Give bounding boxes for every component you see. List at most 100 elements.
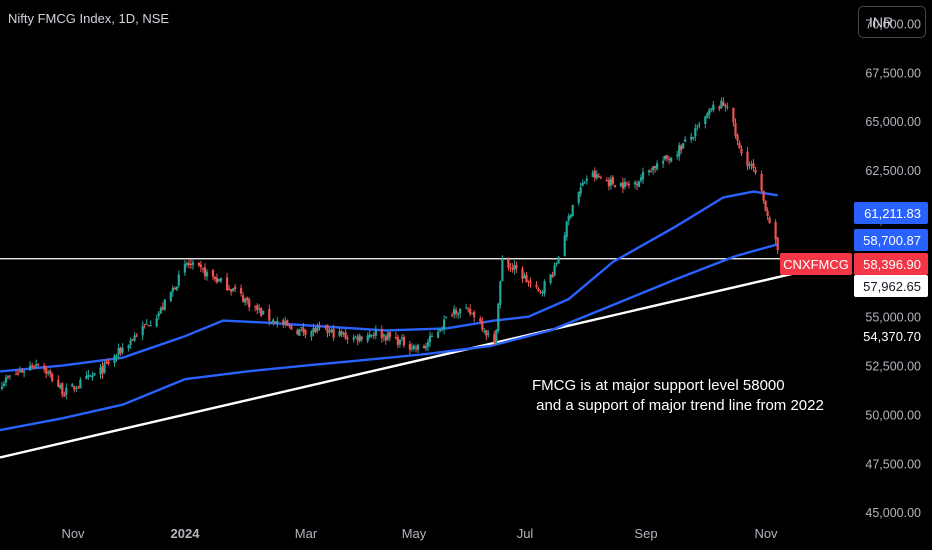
candle-body	[740, 148, 743, 154]
candle-body	[734, 123, 737, 136]
candle-body	[493, 334, 496, 343]
candle-body	[358, 335, 361, 342]
candle-body	[569, 214, 572, 218]
candle-body	[666, 155, 669, 159]
candle-body	[750, 164, 753, 166]
candle-body	[591, 172, 594, 178]
candle-body	[382, 334, 385, 337]
candle-body	[386, 333, 389, 340]
candle-body	[577, 192, 580, 204]
candle-body	[487, 333, 490, 335]
candle-body	[157, 313, 160, 317]
x-axis-tick-label: Sep	[634, 526, 657, 541]
candle-body	[103, 363, 106, 373]
candle-body	[416, 345, 420, 350]
trend-line[interactable]	[0, 258, 853, 459]
symbol-tag: CNXFMCG	[783, 257, 849, 272]
candle-body	[63, 394, 66, 397]
candle-body	[670, 157, 673, 162]
candle-body	[127, 345, 130, 349]
candle-body	[93, 373, 96, 376]
chart-annotation: FMCG is at major support level 58000 and…	[532, 376, 824, 416]
x-axis-tick-label: May	[402, 526, 427, 541]
candle-body	[105, 361, 108, 363]
candle-body	[91, 375, 94, 378]
candle-body	[324, 326, 327, 328]
candle-body	[147, 325, 150, 327]
y-axis-tick-label: 62,500.00	[865, 164, 921, 178]
candle-body	[712, 104, 715, 111]
candle-body	[45, 368, 48, 374]
chart-title: Nifty FMCG Index, 1D, NSE	[8, 11, 170, 26]
candle-body	[113, 355, 116, 364]
candle-body	[698, 124, 701, 126]
candle-body	[310, 331, 313, 337]
candle-body	[441, 327, 444, 329]
candle-body	[485, 330, 488, 336]
y-axis-tick-label: 47,500.00	[865, 457, 921, 471]
candle-body	[35, 364, 38, 367]
candle-body	[521, 268, 524, 279]
candle-body	[424, 346, 428, 349]
candle-body	[690, 136, 693, 140]
x-axis-tick-label: Nov	[754, 526, 778, 541]
annotation-line-1: FMCG is at major support level 58000	[532, 377, 785, 394]
candle-body	[680, 145, 683, 150]
candle-body	[360, 336, 363, 340]
candle-body	[117, 348, 120, 355]
candle-body	[65, 387, 68, 395]
candle-body	[579, 187, 582, 194]
candle-body	[613, 185, 616, 188]
candle-body	[635, 184, 639, 185]
candle-body	[141, 325, 144, 336]
candle-body	[609, 178, 612, 186]
candle-body	[481, 321, 484, 330]
candle-body	[774, 222, 777, 240]
candle-body	[230, 289, 233, 292]
candle-body	[410, 347, 413, 349]
candle-body	[662, 160, 665, 164]
candle-body	[718, 106, 721, 109]
candle-body	[173, 288, 176, 290]
candle-body	[439, 329, 442, 332]
candle-body	[422, 345, 426, 349]
candle-body	[51, 374, 54, 381]
candle-body	[501, 259, 504, 281]
candle-body	[766, 210, 769, 216]
candle-body	[654, 165, 657, 169]
candle-body	[304, 330, 307, 335]
candle-body	[412, 345, 415, 349]
candle-body	[217, 279, 221, 281]
candle-body	[262, 310, 265, 315]
candle-body	[479, 318, 482, 322]
price-label: 58,396.90	[863, 257, 921, 272]
candle-body	[414, 347, 418, 349]
candle-body	[43, 365, 46, 370]
candle-body	[760, 174, 763, 191]
candle-body	[726, 106, 729, 108]
candle-body	[187, 263, 190, 265]
candle-body	[145, 323, 148, 325]
candle-body	[641, 171, 645, 180]
candle-body	[551, 275, 554, 277]
candle-body	[316, 326, 319, 331]
candle-body	[332, 329, 335, 338]
candle-body	[330, 329, 333, 333]
candle-body	[694, 128, 697, 137]
candle-body	[380, 329, 383, 339]
candle-body	[525, 274, 528, 283]
candle-body	[372, 334, 375, 336]
candle-body	[71, 384, 74, 387]
candle-body	[219, 278, 223, 282]
candle-body	[344, 332, 347, 339]
price-label-box	[854, 253, 928, 275]
candle-body	[453, 308, 456, 315]
candle-body	[298, 329, 301, 336]
currency-button[interactable]: INR	[858, 6, 926, 38]
candle-body	[738, 142, 741, 149]
candle-body	[131, 339, 134, 340]
moving-average-line-1	[0, 190, 778, 373]
candle-body	[400, 337, 403, 339]
candle-body	[637, 181, 641, 187]
